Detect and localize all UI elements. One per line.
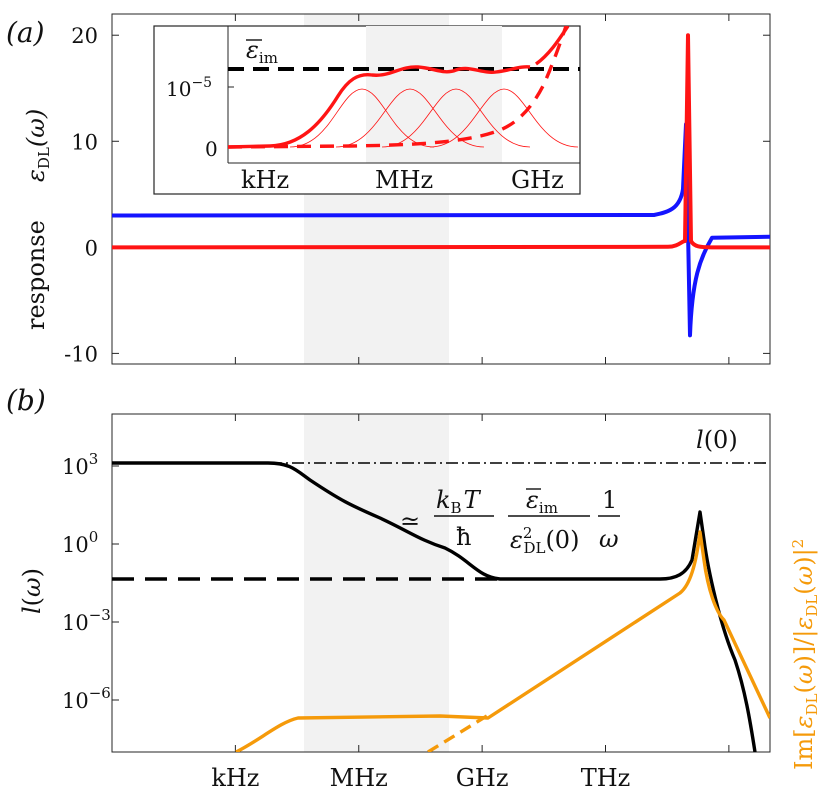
formula-eps-sq: ε2 DL(0)	[510, 524, 579, 557]
panel-a-ytick-label: -10	[64, 342, 98, 366]
panel-a-ytick-label: 20	[71, 24, 98, 48]
panel-b-xtick-label: GHz	[456, 764, 509, 792]
inset-lorentzian-3	[381, 88, 531, 148]
panel-b-ylabel: l(ω)	[18, 568, 46, 614]
panel-b-ylabel-right: Im[εDL(ω)]/|εDL(ω)|2	[789, 539, 821, 770]
panel-b-xtick-label: MHz	[330, 764, 388, 792]
panel-a-ytick-label: 10	[71, 130, 98, 154]
inset-tail-solid	[534, 26, 570, 66]
panel-b-l0-label: l(0)	[696, 426, 738, 454]
inset-tail-dashed	[228, 26, 568, 149]
inset-eps-bar-label: εim	[246, 36, 278, 67]
formula-omega: ω	[599, 525, 619, 553]
panel-a-im-eps-line	[112, 33, 770, 250]
inset-plot	[228, 26, 580, 149]
panel-a-label: (a)	[6, 16, 45, 49]
panel-b-ytick-label: 103	[62, 450, 98, 479]
inset-xtick-ghz: GHz	[511, 166, 564, 194]
panel-a-ylabel-word: response	[22, 220, 50, 330]
panel-b-ytick-label: 10−3	[62, 606, 111, 635]
inset-xtick-mhz: MHz	[375, 166, 433, 194]
panel-a-xticks	[234, 14, 730, 364]
panel-b-xticks: kHz MHz GHz THz	[211, 414, 730, 792]
panel-b-ytick-label: 10−6	[62, 684, 111, 713]
formula-approx: ≃	[400, 507, 420, 535]
formula-one: 1	[602, 486, 617, 514]
inset-lorentzian-2	[335, 88, 485, 148]
panel-b-im-ratio-line	[235, 530, 770, 752]
panel-b-frame	[111, 413, 771, 753]
panel-b: kHz MHz GHz THz 103 100 10−3 10−6 (b) l(ω) Im[…	[6, 384, 821, 792]
panel-b-ytick-label: 100	[62, 528, 98, 557]
inset-shaded-band	[366, 26, 502, 163]
panel-a-ytick-label: 0	[85, 236, 98, 260]
inset-ytick-label-0: 0	[205, 137, 218, 161]
panel-a-ylabel-symbol: εDL(ω)	[22, 109, 53, 182]
formula-numerator: kBT	[436, 486, 482, 517]
panel-a: 20 10 0 -10 (a) response εDL(ω)	[6, 13, 771, 366]
panel-b-shaded-band	[304, 414, 449, 752]
panel-a-re-eps-line	[112, 122, 770, 338]
inset-lorentzian-1	[289, 88, 435, 148]
inset-lorentzian-4	[429, 88, 579, 148]
panel-b-label: (b)	[6, 384, 46, 417]
inset-ytick-label-1e5: 10−5	[166, 75, 212, 101]
panel-a-frame	[111, 13, 771, 365]
panel-b-xtick-label: THz	[581, 764, 631, 792]
panel-a-yticks: 20 10 0 -10	[64, 24, 770, 366]
inset-xtick-khz: kHz	[241, 166, 289, 194]
formula-eps-bar: εim	[526, 486, 558, 517]
panel-b-yticks: 103 100 10−3 10−6	[62, 450, 119, 713]
panel-b-formula: ≃ kBT ħ εim ε2 DL(0) 1 ω	[400, 486, 620, 557]
inset-total-line	[228, 65, 531, 149]
panel-b-im-ratio-dashed	[427, 712, 491, 752]
inset: 10−5 0 εim kHz MHz GHz	[153, 25, 581, 195]
panel-b-l-omega-line	[112, 461, 757, 752]
formula-hbar: ħ	[456, 523, 471, 551]
panel-b-xtick-label: kHz	[211, 764, 259, 792]
